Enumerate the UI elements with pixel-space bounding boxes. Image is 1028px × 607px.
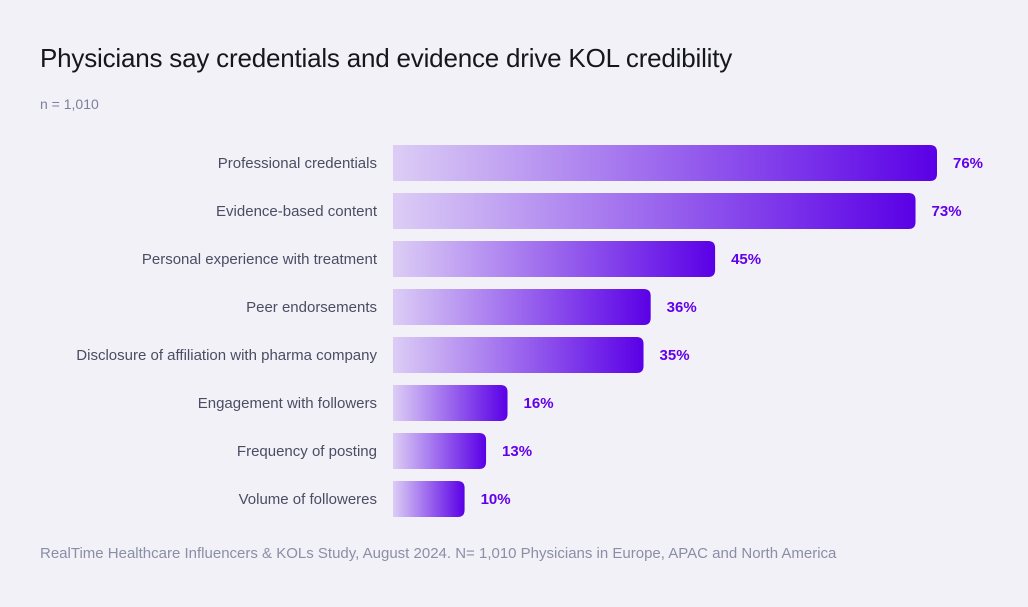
bar — [393, 193, 916, 229]
value-label: 13% — [502, 443, 532, 460]
category-label: Disclosure of affiliation with pharma co… — [76, 347, 377, 364]
value-label: 36% — [667, 299, 697, 316]
bar — [393, 289, 651, 325]
category-label: Personal experience with treatment — [142, 251, 378, 268]
sample-size: n = 1,010 — [40, 96, 99, 112]
value-label: 16% — [524, 395, 554, 412]
bar — [393, 241, 716, 277]
category-label: Engagement with followers — [198, 395, 377, 412]
category-label: Frequency of posting — [237, 443, 377, 460]
value-label: 10% — [481, 491, 511, 508]
category-label: Peer endorsements — [246, 299, 377, 316]
chart-title: Physicians say credentials and evidence … — [40, 43, 733, 73]
value-label: 35% — [660, 347, 690, 364]
category-label: Professional credentials — [218, 155, 377, 172]
bar — [393, 337, 644, 373]
value-label: 76% — [953, 155, 983, 172]
category-label: Volume of followeres — [239, 491, 377, 508]
value-label: 45% — [731, 251, 761, 268]
bar — [393, 433, 487, 469]
bar — [393, 385, 508, 421]
bar — [393, 145, 937, 181]
value-label: 73% — [932, 203, 962, 220]
bar — [393, 481, 465, 517]
category-label: Evidence-based content — [216, 203, 378, 220]
source-footnote: RealTime Healthcare Influencers & KOLs S… — [40, 545, 837, 562]
